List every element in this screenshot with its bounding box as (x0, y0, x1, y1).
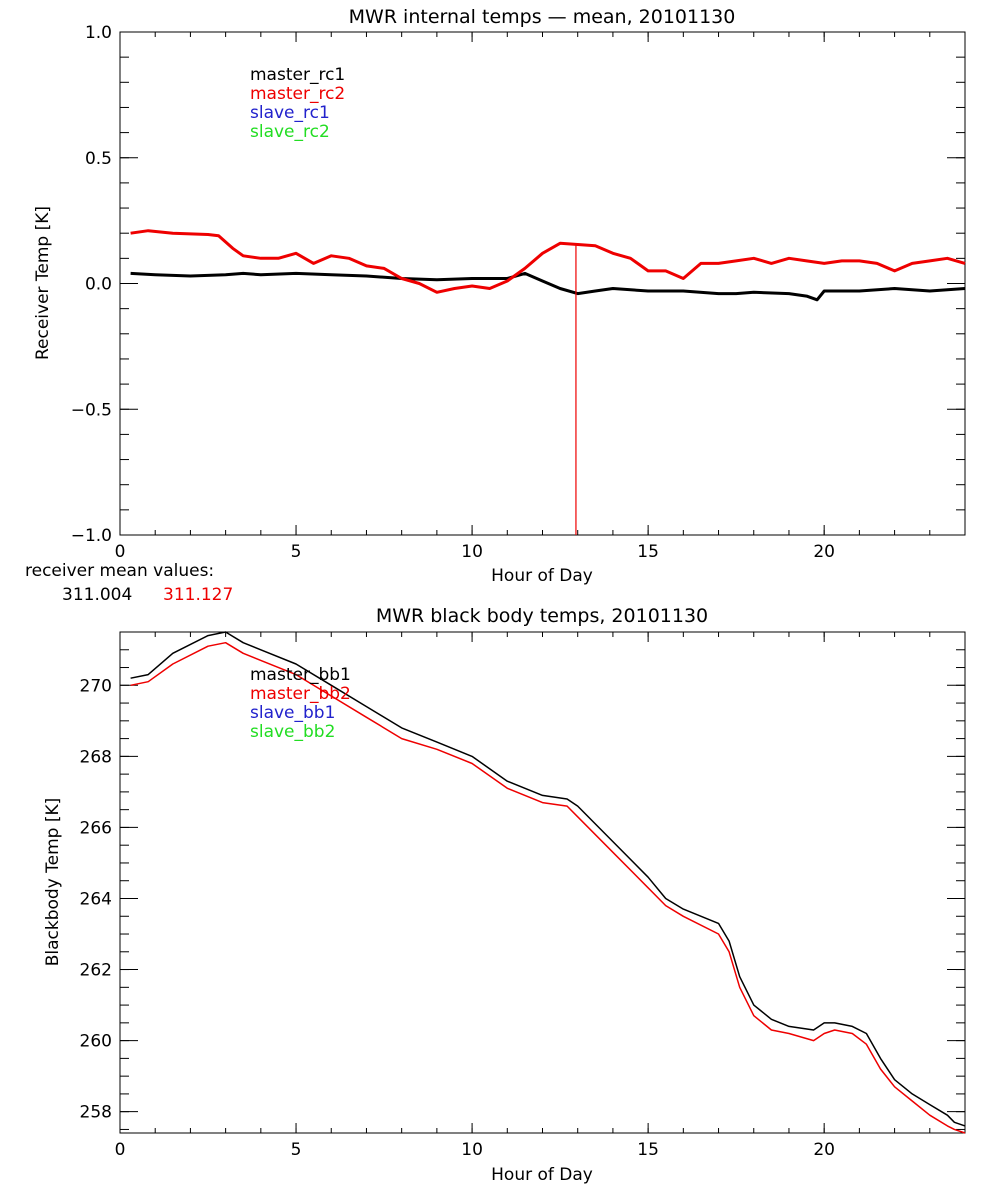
data-series (130, 229, 966, 302)
chart-title: MWR internal temps — mean, 20101130 (349, 6, 736, 28)
tick-marks (119, 31, 966, 536)
legend-entry-slave_bb1: slave_bb1 (250, 703, 335, 723)
y-tick-label: −1.0 (71, 526, 112, 546)
y-tick-label: 0.0 (85, 275, 112, 295)
y-tick-label: −0.5 (71, 400, 112, 420)
chart-title: MWR black body temps, 20101130 (376, 605, 708, 627)
x-tick-label: 10 (461, 1140, 483, 1160)
y-tick-label: 266 (80, 818, 112, 838)
y-tick-label: 262 (80, 961, 112, 981)
legend-entry-master_bb1: master_bb1 (250, 665, 351, 685)
legend-entry-slave_rc2: slave_rc2 (250, 122, 330, 142)
x-tick-label: 5 (291, 542, 302, 562)
y-tick-label: 1.0 (85, 23, 112, 43)
y-tick-label: 260 (80, 1032, 112, 1052)
series-line-master_rc2 (130, 229, 966, 294)
receiver-mean-block: receiver mean values: 311.004 311.127 (25, 561, 233, 605)
y-tick-label: 0.5 (85, 149, 112, 169)
receiver-mean-value-2: 311.127 (163, 585, 233, 605)
x-tick-label: 10 (461, 542, 483, 562)
x-tick-label: 20 (813, 1140, 835, 1160)
series-line-master_rc1 (130, 271, 966, 302)
y-axis-label: Blackbody Temp [K] (43, 798, 63, 967)
receiver-mean-label: receiver mean values: (25, 561, 214, 581)
x-tick-label: 15 (637, 542, 659, 562)
y-tick-label: 268 (80, 747, 112, 767)
legend-entry-master_rc2: master_rc2 (250, 84, 345, 104)
legend-entry-master_bb2: master_bb2 (250, 684, 351, 704)
tick-marks (119, 631, 966, 1133)
tick-labels: 0 5 10 15 20 258 260 262 264 266 268 270 (80, 676, 835, 1160)
series-line-master_bb2 (130, 641, 966, 1134)
plot-frame (119, 31, 966, 536)
y-tick-label: 258 (80, 1103, 112, 1123)
x-axis-label: Hour of Day (491, 1165, 593, 1185)
x-tick-label: 0 (115, 542, 126, 562)
y-tick-label: 270 (80, 676, 112, 696)
x-axis-label: Hour of Day (491, 566, 593, 586)
plot-frame (119, 631, 966, 1134)
receiver-temp-chart: MWR internal temps — mean, 20101130 Hour… (33, 6, 966, 586)
legend-entry-slave_rc1: slave_rc1 (250, 103, 330, 123)
data-series (130, 631, 966, 1134)
x-tick-label: 20 (813, 542, 835, 562)
tick-labels: 0 5 10 15 20 −1.0 −0.5 0.0 0.5 1.0 (71, 23, 835, 562)
x-tick-label: 15 (637, 1140, 659, 1160)
series-line-master_bb1 (130, 631, 966, 1127)
receiver-mean-value-1: 311.004 (62, 585, 132, 605)
x-tick-label: 0 (115, 1140, 126, 1160)
legend-entry-slave_bb2: slave_bb2 (250, 722, 335, 742)
y-axis-label: Receiver Temp [K] (33, 206, 53, 360)
x-tick-label: 5 (291, 1140, 302, 1160)
blackbody-temp-chart: MWR black body temps, 20101130 Hour of D… (43, 605, 966, 1185)
y-tick-label: 264 (80, 889, 112, 909)
legend-entry-master_rc1: master_rc1 (250, 65, 345, 85)
